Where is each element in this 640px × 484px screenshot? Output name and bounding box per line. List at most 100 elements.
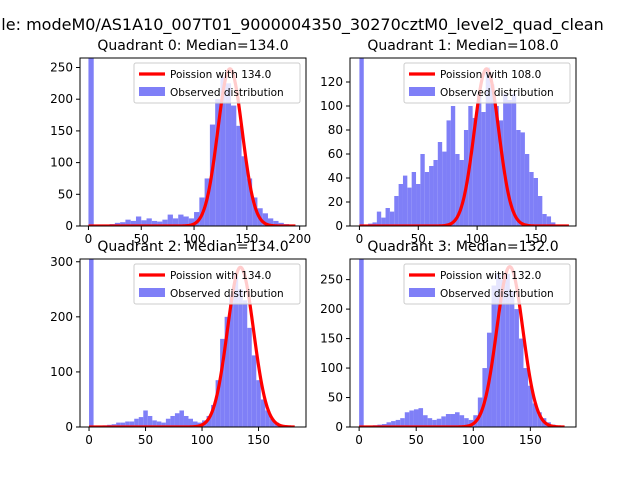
histogram-bar: [265, 410, 270, 427]
histogram-bar: [427, 418, 433, 427]
histogram-bar: [503, 94, 508, 226]
histogram-bar: [147, 415, 153, 427]
chart-panel-1: 0 50 100 150 0 20 40 60 80 100 120 Quadrant 1: Medi…: [320, 38, 577, 246]
histogram-bar: [138, 417, 144, 427]
histogram-bar: [459, 415, 465, 427]
histogram-bar: [372, 222, 377, 226]
histogram-bar: [125, 219, 131, 226]
histogram-bar: [402, 175, 408, 226]
histogram-bar: [120, 222, 126, 226]
histogram-bar: [433, 160, 438, 226]
histogram-bar: [125, 421, 130, 427]
y-tick-label: 300: [50, 255, 73, 269]
y-tick-label: 40: [328, 171, 343, 185]
histogram-bar: [170, 415, 175, 427]
histogram-bar: [273, 220, 279, 226]
legend: Poission with 108.0 Observed distribution: [403, 62, 571, 104]
histogram-bar: [206, 415, 212, 427]
y-tick-label: 20: [328, 195, 343, 209]
figure-suptitle: n file: modeM0/AS1A10_007T01_9000004350_…: [0, 15, 604, 35]
histogram-bar: [407, 187, 412, 226]
histogram-bar: [520, 132, 525, 226]
histogram-bar: [523, 368, 529, 427]
histogram-bar: [260, 399, 266, 427]
histogram-bar: [441, 416, 446, 427]
legend-box: [403, 62, 571, 104]
histogram-bar: [532, 403, 538, 427]
histogram-bar: [442, 151, 447, 226]
histogram-bar: [518, 338, 524, 427]
histogram-bar: [496, 273, 501, 427]
histogram-bar: [172, 218, 179, 226]
legend: Poission with 134.0 Observed distribution: [133, 263, 301, 305]
legend-bar-swatch: [409, 87, 435, 96]
histogram-bar: [436, 418, 442, 427]
y-tick-label: 100: [50, 156, 73, 170]
x-tick-label: 100: [462, 433, 485, 447]
histogram-bar: [507, 100, 512, 226]
histogram-bar: [446, 120, 451, 226]
histogram-bar: [500, 279, 506, 427]
histogram-bar: [524, 154, 530, 226]
chart-panel-2: 0 50 100 150 0 100 200 300 Quadrant 2: Median=13…: [50, 239, 307, 447]
histogram-bar: [464, 418, 469, 427]
histogram-bar: [505, 273, 510, 427]
chart-title: Quadrant 2: Median=134.0: [97, 239, 288, 255]
legend-label: Observed distribution: [170, 87, 284, 99]
histogram-bar: [167, 214, 173, 226]
histogram-bar: [231, 105, 237, 226]
histogram-bar: [215, 99, 221, 226]
legend-box: [403, 263, 571, 305]
axes-frame: [349, 57, 577, 227]
histogram-bar: [437, 142, 443, 226]
histogram-bar: [537, 412, 542, 427]
plot-area: [358, 58, 570, 226]
histogram-bar: [220, 338, 225, 427]
histogram-bar: [459, 160, 464, 226]
legend-bar-swatch: [139, 288, 165, 297]
histogram-bar: [178, 214, 184, 226]
histogram-bar: [162, 219, 168, 226]
histogram-bar: [516, 130, 521, 226]
histogram-bar: [395, 419, 401, 427]
histogram-bar: [359, 58, 364, 226]
chart-title: Quadrant 3: Median=132.0: [367, 239, 558, 255]
histogram-bar: [477, 94, 482, 226]
x-tick-label: 0: [355, 433, 363, 447]
histogram-bar: [381, 217, 386, 226]
histogram-bar: [220, 77, 226, 226]
histogram-bar: [161, 422, 166, 427]
x-tick-label: 150: [235, 232, 258, 246]
histogram-bar: [450, 106, 456, 226]
axes-frame: [349, 258, 577, 428]
x-tick-label: 100: [466, 232, 489, 246]
y-tick-label: 250: [50, 61, 73, 75]
histogram-bar: [546, 216, 552, 226]
histogram-bar: [514, 309, 519, 427]
y-tick-label: 200: [50, 310, 73, 324]
histogram-bar: [394, 196, 399, 226]
histogram-bar: [262, 213, 268, 226]
axes-frame: [79, 258, 307, 428]
histogram-bar: [188, 418, 193, 427]
histogram-bar: [252, 197, 258, 226]
x-tick-label: 150: [525, 232, 548, 246]
histogram-bar: [120, 422, 126, 427]
histogram-bar: [151, 220, 158, 226]
y-tick-label: 150: [320, 332, 343, 346]
histogram-bar: [211, 404, 216, 427]
histogram-bar: [424, 172, 430, 226]
x-tick-label: 200: [288, 232, 311, 246]
y-tick-label: 0: [335, 420, 343, 434]
histogram-bar: [413, 409, 419, 427]
plot-area: [358, 259, 566, 427]
histogram-bar: [174, 413, 180, 427]
legend-label: Poission with 134.0: [170, 270, 271, 282]
histogram-bar: [188, 218, 195, 226]
histogram-bar: [404, 412, 410, 427]
y-tick-label: 200: [320, 302, 343, 316]
histogram-bar: [194, 212, 200, 226]
legend-box: [133, 263, 301, 305]
